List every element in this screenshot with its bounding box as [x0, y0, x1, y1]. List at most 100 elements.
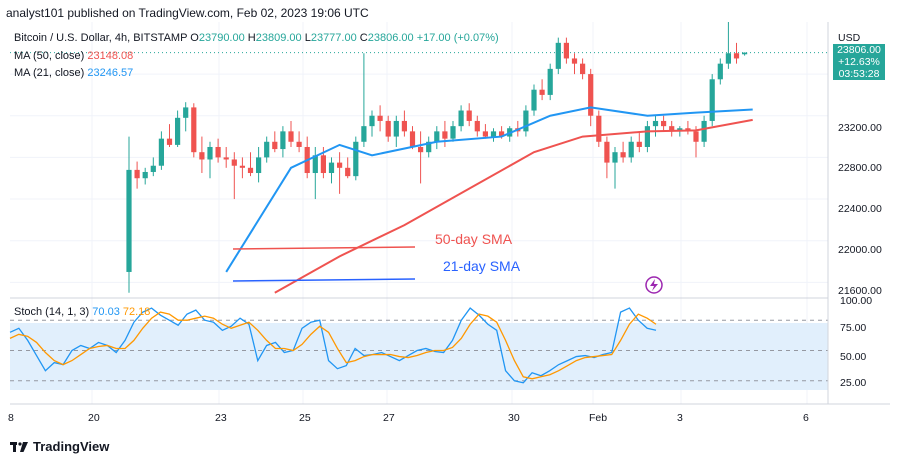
- candle: [345, 157, 351, 179]
- stoch-band: [10, 323, 828, 390]
- candle: [709, 74, 715, 127]
- ma21-label: MA (21, close): [14, 67, 85, 79]
- candle: [652, 115, 659, 137]
- candle: [612, 146, 618, 189]
- ohlc-high: H23809.00: [247, 32, 302, 44]
- brand-name: TradingView: [33, 439, 110, 454]
- time-tick: 25: [299, 412, 311, 424]
- symbol-legend[interactable]: Bitcoin / U.S. Dollar, 4h, BITSTAMP O237…: [14, 32, 499, 44]
- stoch-tick: 25.00: [840, 377, 866, 389]
- candle: [239, 157, 245, 179]
- time-tick: 30: [508, 412, 520, 424]
- candle: [393, 115, 399, 147]
- candle: [337, 152, 343, 194]
- candle: [458, 105, 464, 132]
- candle: [588, 68, 594, 127]
- candle: [183, 102, 189, 132]
- candle: [604, 136, 610, 179]
- candle: [531, 84, 537, 116]
- price-tick: 22800.00: [838, 162, 882, 174]
- stoch-legend[interactable]: Stoch (14, 1, 3) 70.03 72.18: [14, 306, 150, 318]
- candle: [418, 131, 424, 184]
- candle: [126, 136, 132, 293]
- ma21-value: 23246.57: [87, 67, 134, 79]
- candle: [142, 167, 148, 185]
- candle: [215, 138, 221, 163]
- candle: [620, 141, 626, 163]
- event-icon[interactable]: [645, 276, 663, 294]
- last-change-pct: +12.63%: [838, 55, 880, 68]
- candle: [466, 103, 472, 127]
- countdown: 03:53:28: [838, 67, 880, 80]
- stoch-k-value: 70.03: [92, 306, 120, 318]
- candlestick-series: [126, 22, 748, 293]
- candle: [231, 152, 237, 200]
- price-axis-currency: USD: [838, 32, 861, 44]
- candle: [166, 124, 173, 147]
- ma50-value: 23148.08: [87, 50, 134, 62]
- tradingview-brand[interactable]: TradingView: [10, 439, 109, 454]
- symbol-title: Bitcoin / U.S. Dollar, 4h, BITSTAMP: [14, 32, 188, 44]
- candle: [377, 105, 383, 132]
- candle: [450, 120, 456, 142]
- time-tick: 8: [8, 412, 14, 424]
- time-tick: 27: [383, 412, 395, 424]
- price-tick: 23200.00: [838, 122, 882, 134]
- time-tick: 6: [803, 412, 809, 424]
- candle: [742, 52, 748, 56]
- candle: [280, 126, 286, 158]
- stoch-label: Stoch (14, 1, 3): [14, 306, 90, 318]
- candle: [442, 120, 448, 147]
- time-tick: Feb: [589, 412, 607, 424]
- price-change: +17.00 (+0.07%): [416, 32, 499, 44]
- candle: [401, 110, 407, 137]
- candle: [264, 136, 270, 163]
- price-tick: 22400.00: [838, 203, 882, 215]
- candle: [733, 42, 740, 64]
- ohlc-low: L23777.00: [304, 32, 357, 44]
- candle: [385, 115, 391, 142]
- candle: [304, 136, 310, 179]
- candle: [353, 136, 359, 181]
- candle: [361, 53, 367, 147]
- candle: [563, 37, 569, 64]
- time-tick: 23: [215, 412, 227, 424]
- ma50-line: [274, 118, 753, 294]
- candle: [644, 120, 650, 153]
- ma50-legend[interactable]: MA (50, close) 23148.08: [14, 50, 133, 62]
- annotation-50-line: [232, 246, 416, 250]
- candle: [256, 146, 262, 183]
- candle: [150, 157, 156, 177]
- candle: [434, 126, 440, 150]
- candle: [580, 58, 586, 80]
- ma50-label: MA (50, close): [14, 50, 85, 62]
- candle: [693, 126, 699, 158]
- candle: [426, 136, 432, 158]
- candle: [288, 120, 294, 147]
- candle: [223, 146, 229, 168]
- candle: [134, 161, 140, 189]
- candle: [701, 115, 707, 147]
- candle: [596, 110, 602, 147]
- annotation-21-label: 21-day SMA: [443, 258, 521, 274]
- stoch-tick: 100.00: [840, 295, 872, 307]
- candle: [175, 110, 181, 147]
- candle: [296, 131, 302, 153]
- time-tick: 20: [88, 412, 100, 424]
- candle: [328, 157, 335, 184]
- ma21-legend[interactable]: MA (21, close) 23246.57: [14, 67, 133, 79]
- candle: [369, 110, 375, 137]
- candle: [247, 152, 254, 177]
- stoch-k-line: [9, 307, 657, 384]
- candle: [474, 115, 480, 137]
- candle: [725, 22, 731, 69]
- candle: [717, 58, 723, 85]
- candle: [571, 53, 578, 75]
- ma21-line: [225, 106, 753, 273]
- tradingview-logo-icon: [10, 441, 28, 453]
- candle: [547, 63, 553, 101]
- candle: [482, 124, 488, 139]
- price-tick: 21600.00: [838, 285, 882, 297]
- stoch-d-value: 72.18: [122, 306, 151, 318]
